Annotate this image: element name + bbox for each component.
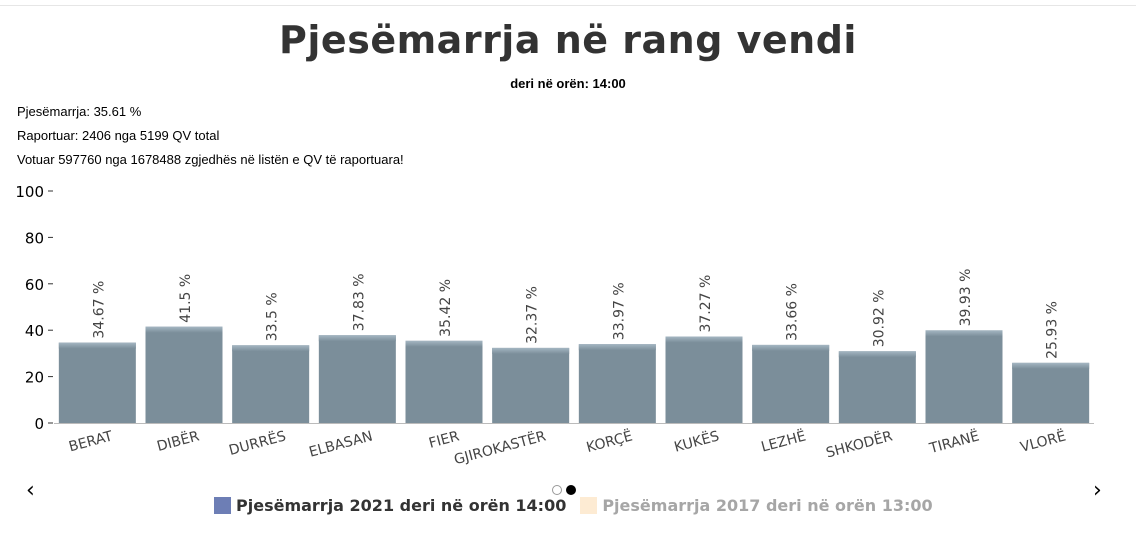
x-tick-label: DURRËS [227, 426, 288, 458]
stats-panel: Pjesëmarrja: 35.61 % Raportuar: 2406 nga… [17, 100, 404, 172]
legend-swatch [214, 497, 231, 514]
bar-cap [925, 330, 1003, 337]
x-tick-label: LEZHË [759, 426, 808, 455]
y-tick-label: 60 [25, 276, 44, 294]
chart-subtitle: deri në orën: 14:00 [510, 76, 626, 91]
bar-durrës[interactable] [232, 345, 310, 423]
x-tick-label: BERAT [67, 428, 115, 455]
bar-kukës[interactable] [665, 336, 743, 423]
data-label: 33.66 % [785, 283, 801, 341]
data-label: 37.27 % [698, 275, 714, 333]
bar-cap [405, 340, 483, 347]
bar-cap [58, 342, 136, 349]
bar-cap [492, 347, 570, 354]
data-label: 33.97 % [611, 282, 627, 340]
bar-cap [145, 326, 223, 333]
bar-gjirokastër[interactable] [492, 347, 570, 423]
page-dot-1[interactable] [552, 485, 562, 495]
turnout-line: Pjesëmarrja: 35.61 % [17, 104, 142, 119]
x-tick-label: KORÇË [584, 426, 634, 456]
legend-label: Pjesëmarrja 2017 deri në orën 13:00 [602, 496, 933, 515]
bar-dibër[interactable] [145, 326, 223, 423]
x-tick-label: VLORË [1018, 426, 1068, 455]
bar-vlorë[interactable] [1012, 362, 1090, 423]
x-tick-label: FIER [427, 428, 461, 451]
x-tick-label: TIRANË [926, 426, 981, 457]
chart-title: Pjesëmarrja në rang vendi [279, 18, 857, 62]
voted-line: Votuar 597760 nga 1678488 zgjedhës në li… [17, 152, 404, 167]
data-label: 41.5 % [178, 274, 194, 323]
y-tick-label: 100 [15, 183, 44, 201]
x-tick-label: DIBËR [155, 426, 202, 455]
bar-cap [665, 336, 743, 343]
bar-cap [232, 345, 310, 352]
y-tick-label: 80 [25, 229, 44, 247]
prev-arrow-icon[interactable]: ‹ [26, 478, 35, 503]
x-tick-label: ELBASAN [307, 428, 374, 460]
data-label: 30.92 % [871, 289, 887, 347]
x-tick-label: KUKËS [672, 426, 721, 455]
bar-cap [578, 344, 656, 351]
bar-cap [838, 351, 916, 358]
reported-line: Raportuar: 2406 nga 5199 QV total [17, 128, 220, 143]
next-arrow-icon[interactable]: › [1093, 478, 1102, 503]
data-label: 35.42 % [438, 279, 454, 337]
legend-swatch [580, 497, 598, 514]
y-tick-label: 0 [34, 415, 44, 433]
y-tick-label: 20 [25, 369, 44, 387]
pagination-dots [552, 485, 576, 495]
chart-legend: Pjesëmarrja 2021 deri në orën 14:00 Pjesë… [214, 496, 947, 515]
bar-fier[interactable] [405, 340, 483, 423]
bar-tiranë[interactable] [925, 330, 1003, 423]
data-label: 39.93 % [958, 269, 974, 327]
legend-item-2[interactable]: Pjesëmarrja 2017 deri në orën 13:00 [580, 496, 933, 515]
bar-lezhë[interactable] [752, 344, 830, 423]
data-label: 37.83 % [351, 273, 367, 331]
data-label: 34.67 % [91, 281, 107, 339]
bar-cap [752, 344, 830, 351]
bar-korçë[interactable] [578, 344, 656, 423]
data-label: 33.5 % [265, 292, 281, 341]
legend-item-1[interactable]: Pjesëmarrja 2021 deri në orën 14:00 [214, 496, 566, 515]
y-tick-label: 40 [25, 322, 44, 340]
bar-berat[interactable] [58, 342, 136, 423]
top-divider [0, 5, 1136, 6]
bar-cap [318, 335, 396, 342]
data-label: 25.93 % [1045, 301, 1061, 359]
bar-shkodër[interactable] [838, 351, 916, 423]
data-label: 32.37 % [525, 286, 541, 344]
page-dot-2[interactable] [566, 485, 576, 495]
bar-elbasan[interactable] [318, 335, 396, 423]
x-tick-label: GJIROKASTËR [452, 426, 548, 468]
legend-label: Pjesëmarrja 2021 deri në orën 14:00 [236, 496, 567, 515]
x-tick-label: SHKODËR [824, 426, 895, 461]
bar-cap [1012, 362, 1090, 369]
